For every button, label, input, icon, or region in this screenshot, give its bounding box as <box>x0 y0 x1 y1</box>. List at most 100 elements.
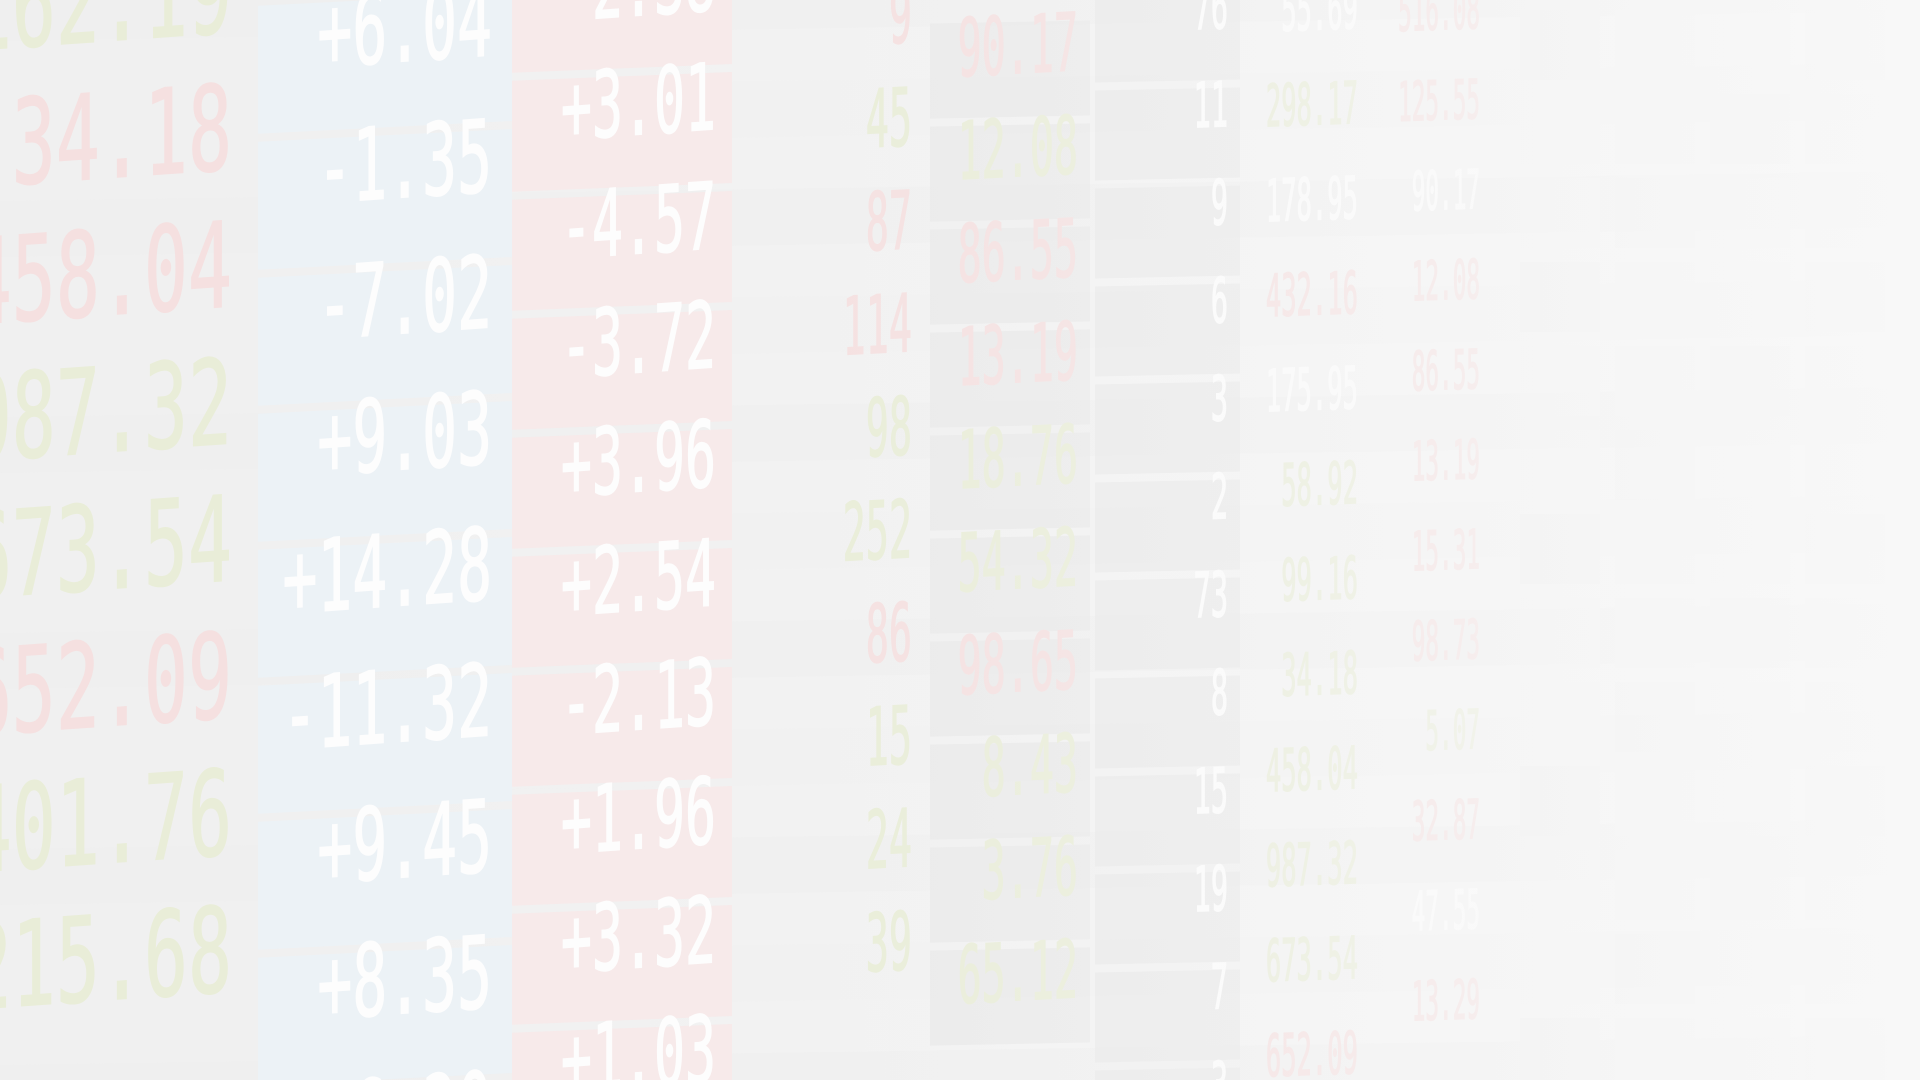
distant-cell <box>1615 766 1695 836</box>
pct-value: +1.03 <box>561 996 716 1080</box>
distant-cell <box>1710 1018 1790 1080</box>
distant-cell <box>1615 934 1695 1004</box>
distant-cell <box>1615 10 1695 80</box>
distant-cell <box>1710 10 1790 80</box>
vol-value: 45 <box>866 71 912 166</box>
change-value: +9.03 <box>317 371 492 499</box>
distant-cell <box>1710 682 1790 752</box>
distant-cell <box>1615 346 1695 416</box>
bid-value: 99.16 <box>1281 544 1358 615</box>
vol-value: 98 <box>866 380 912 475</box>
change-value: +9.45 <box>317 779 492 907</box>
change-value: -7.02 <box>317 235 492 363</box>
price-value: 652.09 <box>0 609 232 764</box>
qty-value: 19 <box>1194 853 1228 926</box>
distant-cell <box>1710 598 1790 668</box>
qty-value: 7 <box>1211 951 1228 1024</box>
distant-cell <box>1615 682 1695 752</box>
qty-value: 15 <box>1194 755 1228 828</box>
distant-cell <box>1805 10 1885 80</box>
pct-value: -2.13 <box>561 639 716 757</box>
distant-cell <box>1615 850 1695 920</box>
distant-cell <box>1710 850 1790 920</box>
ask-value: 125.55 <box>1398 68 1480 133</box>
vol-value: 86 <box>866 586 912 681</box>
last-value: 65.12 <box>958 922 1078 1022</box>
vol-value: 15 <box>866 689 912 784</box>
ask-value: 32.87 <box>1412 788 1480 853</box>
qty-value: 6 <box>1211 265 1228 338</box>
bid-value: 673.54 <box>1266 924 1358 996</box>
last-value: 54.32 <box>958 510 1078 610</box>
distant-cell <box>1805 346 1885 416</box>
ask-value: 47.55 <box>1412 878 1480 943</box>
distant-cell <box>1615 262 1695 332</box>
bid-value: 298.17 <box>1266 69 1358 141</box>
last-value: 90.17 <box>958 0 1078 95</box>
price-value: 673.54 <box>0 472 232 627</box>
ask-value: 13.19 <box>1412 428 1480 493</box>
distant-cell <box>1805 430 1885 500</box>
distant-cell <box>1805 178 1885 248</box>
distant-cell <box>1520 934 1600 1004</box>
distant-cell <box>1615 94 1695 164</box>
last-value: 13.19 <box>958 304 1078 404</box>
distant-cell <box>1805 682 1885 752</box>
distant-cell <box>1520 514 1600 584</box>
qty-value: 9 <box>1211 167 1228 240</box>
distant-cell <box>1520 262 1600 332</box>
bid-value: 652.09 <box>1266 1019 1358 1080</box>
distant-cell <box>1710 178 1790 248</box>
distant-cell <box>1805 262 1885 332</box>
distant-cell <box>1520 94 1600 164</box>
distant-cell <box>1615 430 1695 500</box>
distant-cell <box>1710 430 1790 500</box>
qty-value: 11 <box>1194 69 1228 142</box>
price-value: 987.32 <box>0 335 232 490</box>
qty-value: 2 <box>1211 461 1228 534</box>
bid-value: 55.69 <box>1281 0 1358 45</box>
bid-value: 432.16 <box>1266 259 1358 331</box>
distant-cell <box>1615 598 1695 668</box>
vol-value: 252 <box>843 483 912 580</box>
pct-value: -3.72 <box>561 282 716 400</box>
distant-cell <box>1710 514 1790 584</box>
distant-cell <box>1520 430 1600 500</box>
ask-value: 13.29 <box>1412 968 1480 1033</box>
distant-cell <box>1520 1018 1600 1080</box>
pct-value: +3.32 <box>561 877 716 995</box>
pct-value: +1.96 <box>561 758 716 876</box>
distant-cell <box>1615 178 1695 248</box>
price-value: 34.18 <box>12 61 232 213</box>
distant-cell <box>1615 1018 1695 1080</box>
last-value: 12.08 <box>958 98 1078 198</box>
last-value: 3.76 <box>982 819 1078 918</box>
price-value: 401.76 <box>0 746 232 901</box>
bid-value: 987.32 <box>1266 829 1358 901</box>
qty-value: 3 <box>1211 1049 1228 1080</box>
distant-cell <box>1520 598 1600 668</box>
ask-value: 90.17 <box>1412 158 1480 223</box>
bid-value: 458.04 <box>1266 734 1358 806</box>
bid-value: 34.18 <box>1281 639 1358 710</box>
last-value: 18.76 <box>958 407 1078 507</box>
qty-value: 73 <box>1194 559 1228 632</box>
distant-cell <box>1805 598 1885 668</box>
pct-value: +3.01 <box>561 44 716 162</box>
last-value: 8.43 <box>982 716 1078 815</box>
ask-value: 98.73 <box>1412 608 1480 673</box>
vol-value: 87 <box>866 174 912 269</box>
ask-value: 15.31 <box>1412 518 1480 583</box>
distant-cell <box>1520 682 1600 752</box>
price-value: 215.68 <box>0 883 232 1038</box>
change-value: -11.32 <box>283 643 492 774</box>
change-value: -1.35 <box>317 99 492 227</box>
bid-value: 58.92 <box>1281 449 1358 520</box>
distant-cell <box>1520 766 1600 836</box>
pct-value: -4.57 <box>561 163 716 281</box>
distant-cell <box>1710 346 1790 416</box>
qty-value: 3 <box>1211 363 1228 436</box>
change-value: +6.04 <box>317 0 492 92</box>
distant-cell <box>1710 262 1790 332</box>
ask-value: 516.08 <box>1398 0 1480 44</box>
